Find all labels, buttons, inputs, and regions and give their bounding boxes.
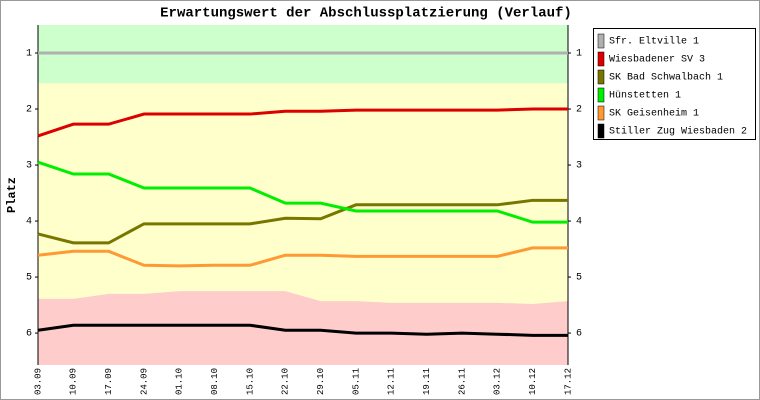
legend-swatch [597,69,605,85]
y-tick-label-right: 1 [576,49,582,60]
x-tick-label: 08.10 [210,368,220,395]
x-tick-label: 22.10 [281,368,291,395]
legend-swatch [597,87,605,103]
y-tick-label: 4 [26,217,32,228]
x-tick-label: 26.11 [457,368,467,395]
x-tick-label: 29.10 [316,368,326,395]
legend [593,28,756,140]
x-tick-label: 17.12 [563,368,573,395]
y-tick-label-right: 2 [576,105,582,116]
x-tick-label: 24.09 [139,368,149,395]
legend-label: Wiesbadener SV 3 [609,54,705,66]
x-tick-label: 01.10 [175,368,185,395]
y-tick-label: 2 [26,105,32,116]
x-tick-label: 03.12 [493,368,503,395]
x-tick-label: 10.12 [528,368,538,395]
y-tick-label-right: 5 [576,273,582,284]
y-tick-label-right: 3 [576,161,582,172]
x-tick-label: 10.09 [69,368,79,395]
x-tick-label: 12.11 [387,368,397,395]
series-line [37,323,568,337]
legend-label: SK Bad Schwalbach 1 [609,72,723,84]
y-tick-label: 5 [26,273,32,284]
series-line [37,160,568,224]
legend-label: Stiller Zug Wiesbaden 2 [609,126,747,138]
legend-swatch [597,33,605,49]
legend-label: Hünstetten 1 [609,90,681,102]
legend-swatch [597,51,605,67]
x-tick-label: 15.10 [245,368,255,395]
series-line [37,246,568,268]
legend-swatch [597,105,605,121]
legend-label: SK Geisenheim 1 [609,108,699,120]
chart-title: Erwartungswert der Abschlussplatzierung … [160,6,572,22]
y-axis-label: Platz [5,177,19,213]
legend-swatch [597,123,605,139]
x-tick-label: 17.09 [104,368,114,395]
x-tick-label: 03.09 [33,368,43,395]
y-tick-label: 3 [26,161,32,172]
y-tick-label-right: 6 [576,329,582,340]
y-tick-label: 6 [26,329,32,340]
series-line [37,198,568,245]
y-tick-label: 1 [26,49,32,60]
x-tick-label: 19.11 [422,368,432,395]
y-tick-label-right: 4 [576,217,582,228]
legend-label: Sfr. Eltville 1 [609,36,699,48]
series-line [37,107,568,138]
relegation-zone [38,291,568,365]
x-tick-label: 05.11 [351,368,361,395]
